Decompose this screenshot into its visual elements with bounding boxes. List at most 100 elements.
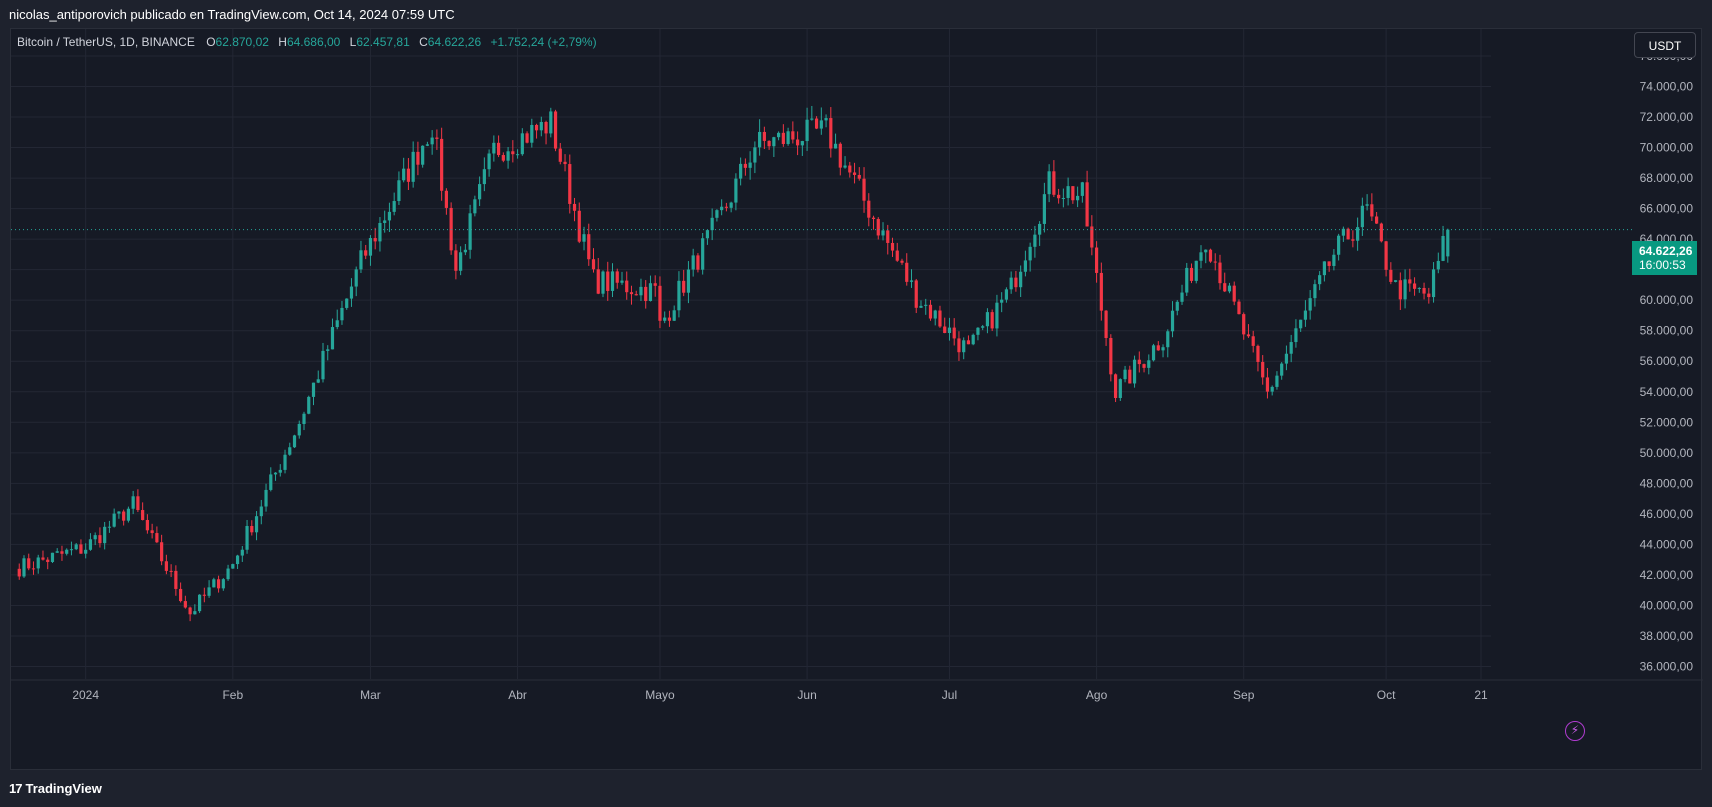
candle-body bbox=[810, 118, 814, 120]
lightning-bolt-icon[interactable]: ⚡ bbox=[1565, 721, 1585, 741]
candle-body bbox=[530, 124, 534, 143]
candle-body bbox=[250, 526, 254, 533]
candle-body bbox=[482, 169, 486, 185]
candle-body bbox=[558, 148, 562, 162]
candle-body bbox=[1223, 283, 1227, 292]
change-value: +1.752,24 (+2,79%) bbox=[490, 35, 597, 49]
candle-body bbox=[629, 292, 634, 295]
candle-body bbox=[1057, 194, 1061, 199]
last-price-value: 64.622,26 bbox=[1639, 244, 1693, 258]
symbol-legend: Bitcoin / TetherUS, 1D, BINANCE O62.870,… bbox=[17, 35, 603, 49]
candle-body bbox=[1019, 271, 1023, 288]
candle-body bbox=[1270, 386, 1274, 392]
candle-body bbox=[985, 312, 990, 327]
chart-pane[interactable]: 36.000,00 38.000,00 40.000,00 42.000,00 44.0… bbox=[10, 28, 1703, 771]
candle-body bbox=[1099, 272, 1103, 311]
candle-body bbox=[254, 516, 259, 533]
candle-body bbox=[1023, 260, 1027, 272]
candle-body bbox=[46, 559, 50, 562]
candle-body bbox=[914, 280, 918, 308]
candle-body bbox=[259, 506, 263, 517]
candle-body bbox=[971, 334, 975, 345]
candle-body bbox=[307, 396, 311, 414]
footer-bar: 17 TradingView bbox=[0, 771, 1712, 807]
candle-body bbox=[905, 262, 909, 282]
candle-body bbox=[136, 496, 140, 511]
candle-body bbox=[857, 174, 861, 179]
candle-body bbox=[1208, 249, 1213, 262]
x-tick-label: 2024 bbox=[72, 688, 99, 702]
candle-body bbox=[297, 423, 301, 436]
candle-body bbox=[245, 526, 249, 550]
candle-body bbox=[886, 230, 890, 243]
candle-body bbox=[1042, 194, 1046, 224]
high-value: 64.686,00 bbox=[286, 35, 341, 49]
y-tick-label: 42.000,00 bbox=[1640, 568, 1694, 582]
candle-body bbox=[1109, 338, 1113, 375]
candle-body bbox=[715, 210, 719, 218]
candle-body bbox=[1427, 293, 1431, 298]
tradingview-logo-icon: 17 bbox=[9, 781, 23, 796]
candle-body bbox=[800, 141, 804, 146]
candle-body bbox=[620, 280, 624, 283]
candle-body bbox=[1299, 319, 1303, 329]
x-tick-label: Oct bbox=[1377, 688, 1396, 702]
candle-body bbox=[758, 131, 762, 148]
y-tick-label: 58.000,00 bbox=[1640, 324, 1694, 338]
candle-body bbox=[928, 304, 933, 319]
candle-body bbox=[1028, 246, 1032, 261]
candle-body bbox=[88, 539, 93, 550]
candle-body bbox=[639, 286, 643, 296]
candle-body bbox=[103, 526, 107, 544]
candle-body bbox=[568, 164, 572, 204]
candle-body bbox=[924, 304, 928, 306]
x-tick-label: Jun bbox=[797, 688, 816, 702]
candle-body bbox=[743, 163, 747, 168]
symbol-title[interactable]: Bitcoin / TetherUS, 1D, BINANCE bbox=[17, 35, 195, 49]
candle-body bbox=[463, 249, 467, 253]
currency-button[interactable]: USDT bbox=[1634, 32, 1696, 58]
candle-body bbox=[587, 234, 591, 260]
candle-body bbox=[50, 552, 55, 562]
candle-body bbox=[444, 190, 448, 208]
tradingview-logo[interactable]: 17 TradingView bbox=[9, 781, 102, 796]
candle-body bbox=[520, 133, 524, 155]
candle-body bbox=[1066, 186, 1070, 198]
candle-body bbox=[833, 143, 838, 149]
candle-body bbox=[292, 435, 297, 448]
y-tick-label: 52.000,00 bbox=[1640, 415, 1694, 429]
candle-body bbox=[1332, 254, 1336, 266]
candle-body bbox=[1014, 277, 1018, 288]
x-tick-label: Mayo bbox=[645, 688, 675, 702]
candle-body bbox=[947, 327, 952, 333]
candle-body bbox=[843, 165, 847, 168]
candle-body bbox=[1113, 374, 1118, 398]
candle-body bbox=[406, 168, 411, 182]
candle-body bbox=[606, 271, 610, 291]
candle-body bbox=[962, 340, 966, 353]
candle-body bbox=[862, 178, 866, 201]
candle-body bbox=[506, 151, 510, 161]
candle-body bbox=[1047, 171, 1051, 195]
candle-body bbox=[644, 286, 648, 301]
candle-body bbox=[1379, 223, 1383, 242]
candle-body bbox=[141, 510, 145, 520]
candle-body bbox=[943, 326, 947, 333]
candle-body bbox=[701, 238, 705, 270]
price-chart[interactable]: 36.000,00 38.000,00 40.000,00 42.000,00 44.0… bbox=[11, 29, 1703, 771]
candle-body bbox=[1308, 298, 1312, 311]
candle-body bbox=[31, 568, 36, 570]
candle-body bbox=[1351, 239, 1355, 241]
candle-body bbox=[981, 326, 985, 328]
candle-body bbox=[1175, 301, 1179, 311]
candle-body bbox=[772, 137, 776, 147]
candle-body bbox=[93, 535, 97, 540]
candle-body bbox=[368, 238, 373, 256]
y-tick-label: 46.000,00 bbox=[1640, 507, 1694, 521]
x-tick-label: Abr bbox=[508, 688, 527, 702]
candle-body bbox=[492, 142, 496, 154]
candle-body bbox=[107, 526, 112, 528]
y-tick-label: 48.000,00 bbox=[1640, 476, 1694, 490]
candle-body bbox=[197, 594, 202, 612]
candle-body bbox=[411, 151, 415, 182]
